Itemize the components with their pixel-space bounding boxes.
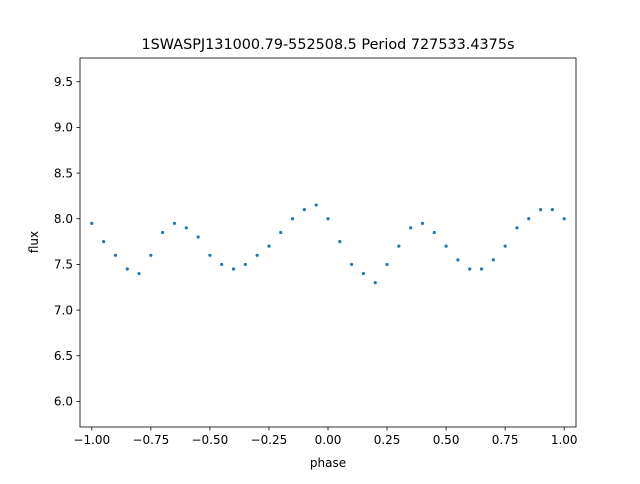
y-tick-label: 8.0 xyxy=(54,212,73,226)
data-point xyxy=(515,226,519,230)
data-point xyxy=(527,217,531,221)
data-point xyxy=(196,235,200,239)
x-axis-label: phase xyxy=(310,456,346,470)
y-tick-label: 7.0 xyxy=(54,303,73,317)
data-point xyxy=(267,244,271,248)
data-point xyxy=(314,203,318,207)
data-point xyxy=(279,230,283,235)
x-tick-label: 1.00 xyxy=(551,433,578,447)
x-axis: −1.00 −0.75 −0.50 −0.25 0.00 0.25 0.50 0.75 1.00 xyxy=(73,427,578,447)
data-point xyxy=(137,271,141,276)
x-tick-label: −0.75 xyxy=(132,433,169,447)
data-point xyxy=(468,267,472,271)
data-point xyxy=(373,281,377,285)
y-axis: 6.0 6.5 7.0 7.5 8.0 8.5 9.0 9.5 xyxy=(54,75,80,409)
data-point xyxy=(550,208,554,212)
data-point xyxy=(479,267,484,271)
data-point xyxy=(184,226,188,230)
y-tick-label: 6.0 xyxy=(54,395,73,409)
data-point xyxy=(491,258,495,262)
data-point xyxy=(361,271,366,276)
y-tick-label: 9.0 xyxy=(54,121,73,135)
data-point xyxy=(338,239,342,244)
chart-title: 1SWASPJ131000.79-552508.5 Period 727533.… xyxy=(142,37,515,53)
data-point xyxy=(255,253,259,257)
data-point xyxy=(125,267,129,271)
data-point xyxy=(161,230,165,235)
y-tick-label: 9.5 xyxy=(54,75,73,89)
data-point xyxy=(503,244,507,248)
y-tick-label: 6.5 xyxy=(54,349,73,363)
x-tick-label: −0.50 xyxy=(192,433,229,447)
y-axis-label: flux xyxy=(27,231,41,253)
data-point xyxy=(444,244,448,248)
data-point xyxy=(302,208,306,212)
x-tick-label: 0.75 xyxy=(492,433,519,447)
data-point xyxy=(409,226,413,230)
x-tick-label: 0.50 xyxy=(433,433,460,447)
data-point xyxy=(420,221,425,225)
data-point xyxy=(456,258,460,262)
data-point xyxy=(432,230,436,235)
y-tick-label: 8.5 xyxy=(54,166,73,180)
data-point xyxy=(90,221,94,225)
data-point xyxy=(538,208,543,212)
x-tick-label: −1.00 xyxy=(73,433,110,447)
data-point xyxy=(102,239,106,244)
data-point xyxy=(290,217,295,221)
y-tick-label: 7.5 xyxy=(54,258,73,272)
x-tick-label: −0.25 xyxy=(251,433,288,447)
data-point xyxy=(208,253,212,257)
data-point xyxy=(397,244,401,248)
data-point xyxy=(149,253,153,257)
data-point xyxy=(326,217,330,221)
x-tick-label: 0.25 xyxy=(374,433,401,447)
x-tick-label: 0.00 xyxy=(315,433,342,447)
data-point xyxy=(231,267,236,271)
data-point xyxy=(243,262,247,267)
data-point xyxy=(350,262,354,267)
data-point xyxy=(562,217,566,221)
data-point xyxy=(113,253,118,257)
data-point xyxy=(172,221,177,225)
data-point xyxy=(220,262,224,267)
data-points xyxy=(90,203,566,285)
data-point xyxy=(385,262,389,267)
